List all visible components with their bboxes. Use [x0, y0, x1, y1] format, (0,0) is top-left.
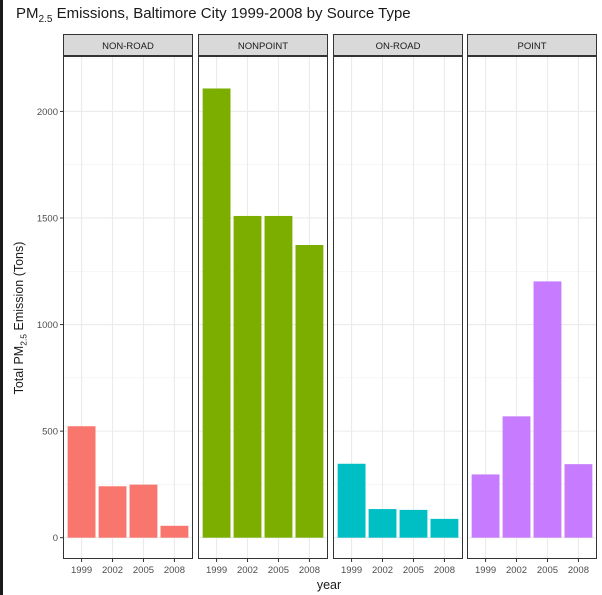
bar-point-2002: [502, 416, 531, 538]
bar-nonpoint-2002: [233, 215, 262, 538]
x-tick-label: 2002: [506, 565, 527, 576]
panel-border: [333, 56, 463, 559]
x-tick-label: 2005: [268, 565, 289, 576]
panel-border: [198, 56, 328, 559]
facet-label-non-road: NON-ROAD: [102, 41, 154, 52]
bar-on-road-2005: [399, 509, 428, 538]
facet-strip: [63, 34, 193, 56]
bar-on-road-2008: [430, 518, 459, 538]
x-tick-label: 1999: [341, 565, 362, 576]
y-tick-label: 1000: [37, 320, 58, 331]
facet-strip: [333, 34, 463, 56]
x-tick-label: 2008: [434, 565, 455, 576]
bar-non-road-1999: [67, 426, 96, 538]
bar-nonpoint-2008: [295, 245, 324, 538]
panel-border: [467, 56, 597, 559]
y-tick-label: 500: [42, 427, 58, 438]
x-tick-label: 1999: [71, 565, 92, 576]
chart-title: PM2.5 Emissions, Baltimore City 1999-200…: [16, 5, 411, 25]
bar-point-2008: [564, 464, 593, 538]
y-tick-label: 2000: [37, 107, 58, 118]
bar-on-road-1999: [337, 463, 366, 538]
x-axis-label: year: [316, 578, 342, 592]
x-tick-label: 2002: [237, 565, 258, 576]
x-tick-label: 1999: [475, 565, 496, 576]
bar-point-2005: [533, 281, 562, 538]
bar-on-road-2002: [368, 509, 397, 538]
facet-strip: [467, 34, 597, 56]
x-tick-label: 1999: [206, 565, 227, 576]
bar-nonpoint-1999: [202, 88, 231, 538]
x-tick-label: 2008: [568, 565, 589, 576]
bar-non-road-2008: [160, 525, 189, 538]
x-tick-label: 2005: [403, 565, 424, 576]
y-tick-label: 1500: [37, 213, 58, 224]
bar-nonpoint-2005: [264, 215, 293, 538]
bar-non-road-2005: [129, 484, 158, 538]
x-tick-label: 2005: [537, 565, 558, 576]
bar-non-road-2002: [98, 486, 127, 538]
x-tick-label: 2008: [299, 565, 320, 576]
x-tick-label: 2002: [372, 565, 393, 576]
panel-border: [63, 56, 193, 559]
x-tick-label: 2005: [133, 565, 154, 576]
y-tick-label: 0: [53, 533, 58, 544]
facet-label-point: POINT: [517, 41, 546, 52]
window-edge: [0, 0, 3, 595]
facet-label-on-road: ON-ROAD: [376, 41, 421, 52]
facet-label-nonpoint: NONPOINT: [238, 41, 288, 52]
facet-strip: [198, 34, 328, 56]
x-tick-label: 2002: [102, 565, 123, 576]
x-tick-label: 2008: [164, 565, 185, 576]
bar-point-1999: [471, 474, 500, 538]
